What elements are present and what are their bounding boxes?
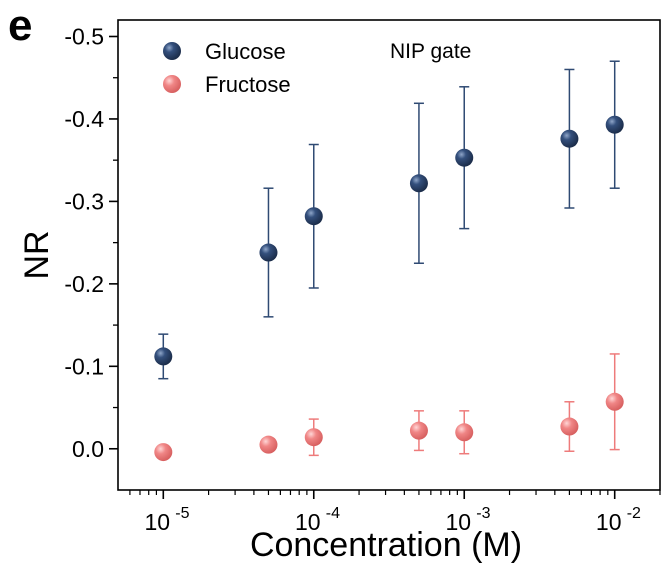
legend: Glucose Fructose	[163, 39, 291, 97]
x-tick-label: 10	[295, 509, 321, 535]
data-point-glucose	[409, 174, 428, 193]
x-tick-exponent: -2	[627, 505, 641, 522]
panel-label: e	[8, 1, 32, 50]
series-fructose	[154, 353, 624, 462]
data-point-glucose	[304, 207, 323, 226]
data-point-fructose	[259, 435, 278, 454]
data-point-glucose	[259, 243, 278, 262]
y-tick-label: -0.1	[64, 353, 104, 379]
y-tick-label: -0.3	[64, 188, 104, 214]
data-point-fructose	[560, 417, 579, 436]
x-tick-label: 10	[445, 509, 471, 535]
legend-label-glucose: Glucose	[205, 39, 286, 64]
data-point-fructose	[455, 423, 474, 442]
legend-marker-glucose	[163, 42, 181, 60]
data-point-glucose	[455, 148, 474, 167]
y-axis-label: NR	[18, 230, 56, 279]
data-point-fructose	[605, 392, 624, 411]
annotation-nip-gate: NIP gate	[390, 40, 471, 63]
plot-frame	[117, 19, 661, 491]
y-tick-label: 0.0	[72, 436, 104, 462]
legend-label-fructose: Fructose	[205, 72, 291, 97]
x-axis: 10 -5 10 -4 10 -3 10 -2	[129, 490, 661, 535]
y-tick-label: -0.2	[64, 271, 104, 297]
x-axis-label: Concentration (M)	[250, 526, 522, 564]
x-tick-label: 10	[596, 509, 622, 535]
series-layer	[154, 60, 624, 462]
y-axis: 0.0 -0.1 -0.2 -0.3 -0.4 -0.5	[64, 23, 118, 462]
x-tick-exponent: -4	[326, 505, 340, 522]
y-tick-label: -0.4	[64, 106, 104, 132]
data-point-fructose	[409, 421, 428, 440]
y-tick-label: -0.5	[64, 23, 104, 49]
legend-marker-fructose	[163, 75, 181, 93]
data-point-glucose	[154, 347, 173, 366]
x-tick-exponent: -5	[175, 505, 189, 522]
data-point-glucose	[560, 129, 579, 148]
data-point-fructose	[304, 428, 323, 447]
series-glucose	[154, 60, 624, 380]
x-tick-label: 10	[144, 509, 170, 535]
data-point-fructose	[154, 443, 173, 462]
x-tick-exponent: -3	[476, 505, 490, 522]
data-point-glucose	[605, 115, 624, 134]
